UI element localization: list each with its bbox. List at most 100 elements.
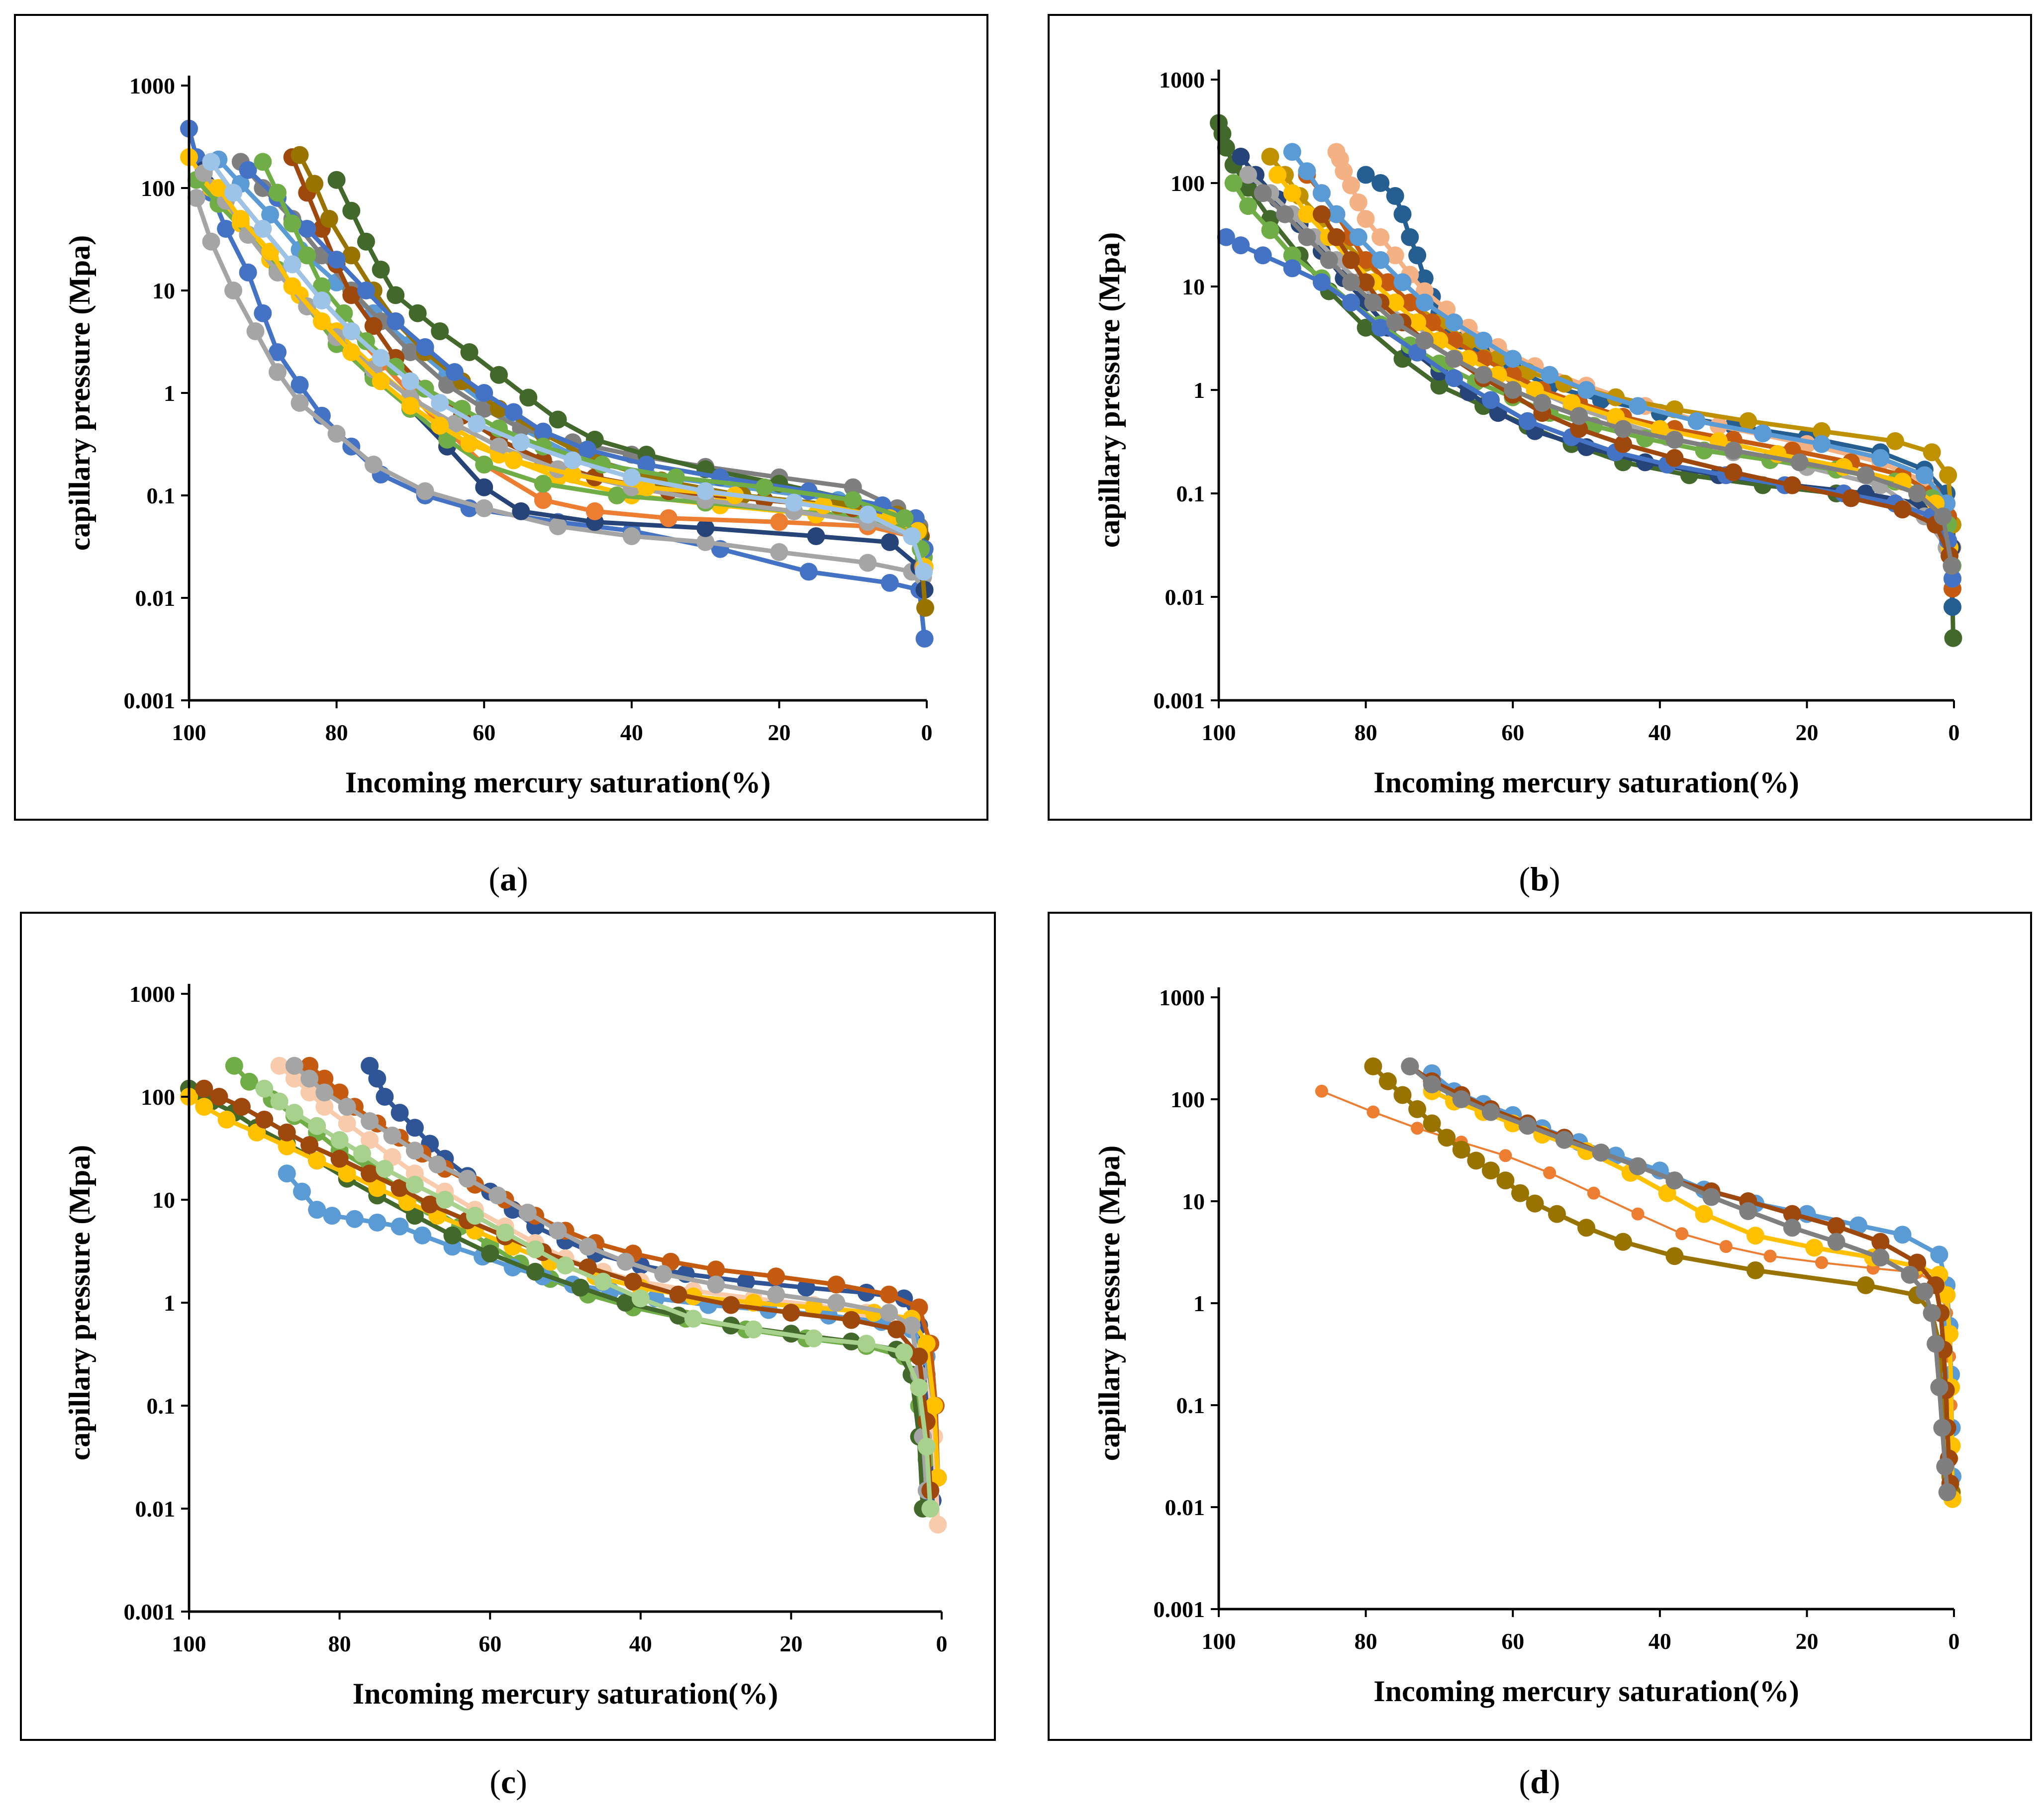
data-point	[1386, 293, 1404, 312]
panel-frame	[20, 912, 996, 1741]
data-point	[390, 1179, 409, 1197]
data-point	[195, 1098, 213, 1116]
data-point	[895, 509, 914, 527]
data-point	[1614, 435, 1632, 453]
data-point	[300, 1069, 319, 1088]
data-point	[231, 210, 250, 228]
data-point	[1312, 205, 1331, 223]
data-point	[401, 372, 419, 390]
data-point	[1481, 391, 1500, 409]
data-point	[660, 509, 678, 527]
data-point	[512, 433, 530, 452]
data-point	[1224, 174, 1243, 192]
data-point	[390, 1217, 409, 1236]
data-point	[246, 322, 265, 340]
data-point	[383, 1127, 401, 1145]
data-point	[428, 1155, 447, 1174]
y-tick-label: 100	[1170, 171, 1205, 196]
data-point	[202, 232, 220, 251]
data-point	[312, 312, 331, 330]
data-point	[1357, 273, 1375, 291]
x-tick-label: 0	[1948, 1628, 1960, 1654]
data-point	[278, 1123, 296, 1142]
data-point	[368, 1069, 387, 1088]
data-point	[1430, 354, 1449, 373]
data-point	[372, 261, 390, 279]
series-sample-d3	[1423, 1064, 1961, 1486]
data-point	[744, 1320, 763, 1339]
x-tick-label: 0	[921, 720, 933, 745]
data-point	[526, 1240, 544, 1258]
data-point	[1232, 147, 1250, 166]
data-point	[291, 376, 309, 394]
data-point	[770, 543, 788, 561]
x-tick-label: 100	[1202, 1628, 1236, 1654]
data-point	[1871, 1233, 1890, 1251]
y-axis-title: capillary pressure (Mpa)	[63, 1145, 96, 1460]
data-point	[534, 422, 552, 441]
data-point	[239, 161, 257, 179]
data-point	[401, 343, 419, 361]
data-point	[405, 1207, 424, 1225]
y-axis-title: capillary pressure (Mpa)	[1093, 232, 1126, 548]
data-point	[308, 1117, 326, 1135]
data-point	[518, 1203, 537, 1222]
series-sample-b6	[1298, 166, 1961, 598]
data-point	[308, 1151, 326, 1170]
series-sample-d6	[1401, 1057, 1956, 1501]
x-tick-label: 0	[936, 1631, 948, 1656]
data-point	[549, 410, 567, 429]
data-point	[269, 363, 287, 381]
data-point	[1944, 570, 1961, 588]
data-point	[844, 491, 862, 509]
data-point	[1298, 162, 1316, 181]
y-tick-label: 10	[152, 1187, 175, 1213]
x-tick-label: 80	[1355, 1628, 1377, 1654]
series-sample-a16	[202, 153, 933, 581]
y-tick-label: 0.001	[1154, 688, 1205, 713]
data-point	[1357, 166, 1375, 184]
data-point	[1283, 184, 1301, 202]
data-point	[1357, 251, 1375, 269]
data-point	[338, 1098, 356, 1116]
data-point	[622, 527, 641, 545]
data-point	[475, 478, 493, 496]
series-line	[1304, 173, 1955, 591]
x-tick-label: 40	[1649, 1628, 1671, 1654]
data-point	[1592, 1144, 1610, 1162]
data-point	[616, 1294, 635, 1312]
y-tick-label: 1000	[129, 73, 175, 98]
data-point	[1411, 1122, 1424, 1135]
y-tick-label: 0.001	[1154, 1597, 1205, 1622]
data-point	[408, 304, 427, 322]
x-tick-label: 40	[1649, 720, 1671, 745]
data-point	[1430, 377, 1449, 395]
data-point	[1533, 394, 1552, 412]
x-axis-title: Incoming mercury saturation(%)	[1373, 766, 1799, 799]
data-point	[342, 322, 361, 340]
data-point	[361, 1112, 379, 1130]
data-point	[1842, 489, 1860, 507]
data-point	[376, 1159, 394, 1178]
data-point	[1504, 350, 1522, 368]
x-tick-label: 60	[473, 720, 495, 745]
data-point	[293, 1182, 311, 1201]
data-point	[1371, 228, 1390, 246]
data-point	[285, 1056, 303, 1075]
data-point	[468, 415, 486, 433]
data-point	[342, 201, 361, 220]
data-point	[556, 1256, 575, 1275]
data-point	[368, 1213, 387, 1232]
y-axis-title: capillary pressure (Mpa)	[63, 235, 96, 551]
data-point	[707, 1260, 725, 1279]
data-point	[372, 372, 390, 390]
data-point	[1570, 420, 1588, 438]
data-point	[902, 1316, 921, 1335]
data-point	[353, 1145, 371, 1163]
data-point	[431, 394, 449, 412]
data-point	[1930, 1378, 1948, 1396]
data-point	[431, 416, 449, 435]
data-point	[1511, 1184, 1529, 1202]
data-point	[1746, 1261, 1764, 1279]
data-point	[1312, 184, 1331, 202]
